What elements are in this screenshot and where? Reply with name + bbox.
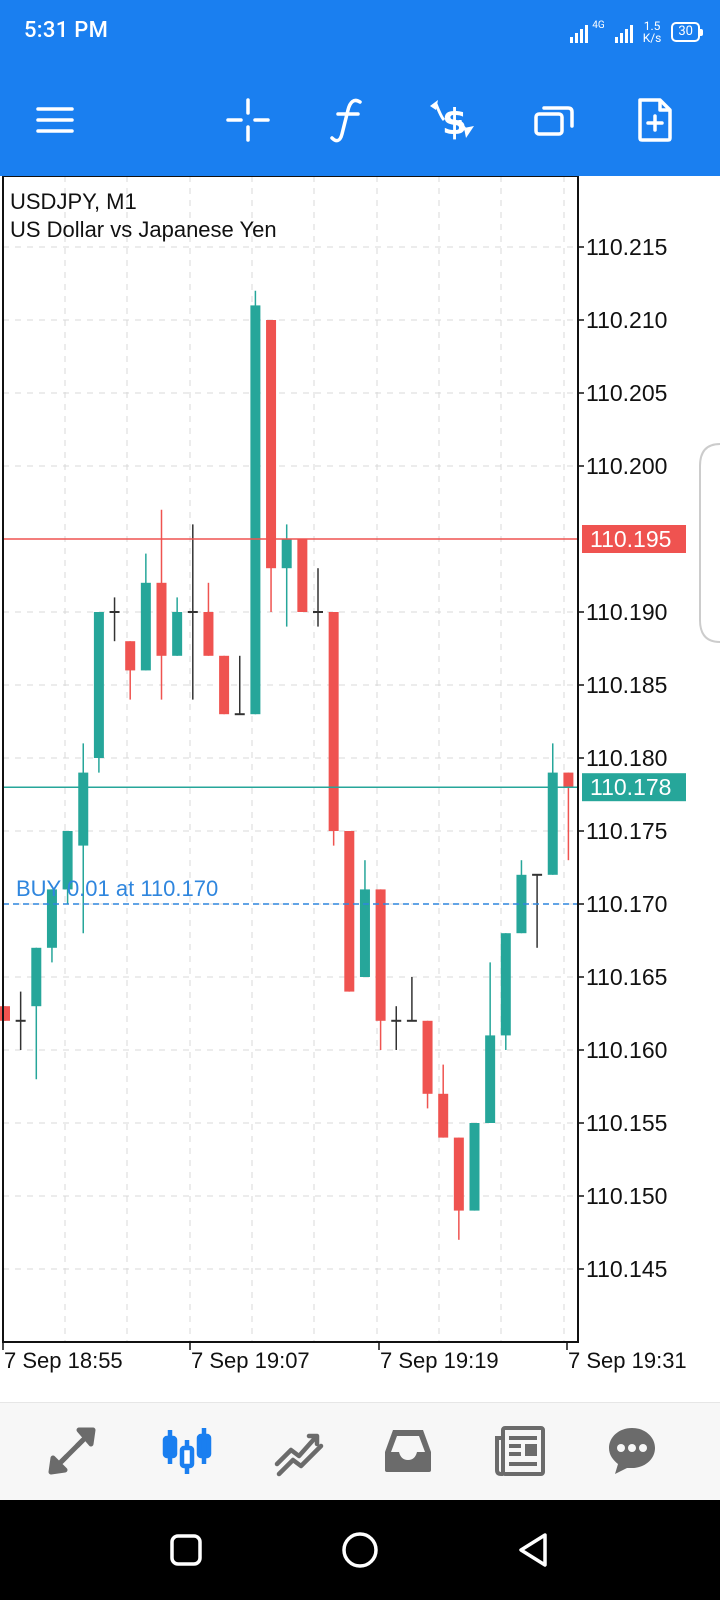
candle-body (453, 1137, 464, 1211)
chart-symbol: USDJPY, M1 (10, 189, 137, 214)
candle-body (422, 1020, 433, 1094)
candle-body (125, 641, 136, 671)
net-speed-unit: K/s (642, 31, 662, 45)
menu-icon[interactable] (27, 92, 83, 148)
y-tick-label: 110.145 (586, 1256, 667, 1282)
crosshair-icon[interactable] (220, 92, 276, 148)
bid-price-label: 110.195 (590, 526, 671, 552)
trade-icon[interactable]: $ (424, 92, 480, 148)
y-tick-label: 110.175 (586, 818, 667, 844)
toolbar: $ (0, 64, 720, 176)
chart-canvas[interactable]: 110.215 110.210 110.205 110.200 110.190 110.1… (0, 176, 720, 1402)
x-tick-label: 7 Sep 19:19 (380, 1348, 499, 1373)
network-type: 4G (592, 19, 605, 31)
candle-body (438, 1093, 449, 1138)
signal-icon (570, 21, 589, 43)
candle-body (203, 612, 214, 656)
candle-body (281, 539, 292, 569)
status-time: 5:31 PM (24, 18, 109, 43)
y-tick-label: 110.180 (586, 745, 667, 771)
candle-body (156, 582, 167, 656)
candle-body (328, 612, 339, 831)
y-tick-label: 110.190 (586, 599, 667, 625)
candle-body (219, 655, 230, 715)
x-tick-label: 7 Sep 19:07 (191, 1348, 310, 1373)
news-icon[interactable] (488, 1421, 552, 1481)
chat-icon[interactable] (600, 1421, 664, 1481)
signal-icon-2 (614, 21, 633, 43)
y-tick-label: 110.165 (586, 964, 667, 990)
candle-body (500, 933, 511, 1036)
chart-title: USDJPY, M1 US Dollar vs Japanese Yen (10, 188, 277, 244)
bottom-navigation (0, 1402, 720, 1500)
back-icon[interactable] (510, 1526, 558, 1574)
candle-body (297, 539, 308, 612)
net-speed: 1.5 K/s (643, 20, 662, 44)
x-tick-label: 7 Sep 19:31 (568, 1348, 687, 1373)
candle-body (78, 772, 89, 846)
candle-body (140, 582, 151, 671)
ask-price-tag (582, 773, 686, 802)
trade-arrows-icon[interactable] (40, 1421, 104, 1481)
candle-body (516, 874, 527, 934)
battery-icon: 30 (671, 22, 703, 42)
x-tick-label: 7 Sep 18:55 (4, 1348, 123, 1373)
candle-body (359, 889, 370, 977)
y-tick-label: 110.200 (586, 453, 667, 479)
y-tick-label: 110.185 (586, 672, 667, 698)
candle-body (0, 1006, 10, 1021)
status-bar: 5:31 PM 4G 1.5 K/s 30 (0, 0, 720, 64)
y-tick-label: 110.155 (586, 1110, 667, 1136)
candle-body (93, 612, 104, 758)
indicators-icon[interactable] (320, 92, 376, 148)
y-tick-label: 110.150 (586, 1183, 667, 1209)
y-tick-label: 110.215 (586, 234, 667, 260)
candle-body (172, 612, 183, 656)
candle-body (46, 889, 57, 948)
y-tick-label: 110.170 (586, 891, 667, 917)
chart-description: US Dollar vs Japanese Yen (10, 217, 277, 242)
candle-body (31, 947, 42, 1007)
new-order-icon[interactable] (627, 92, 683, 148)
candle-body (250, 305, 261, 715)
candle-body (469, 1123, 480, 1211)
svg-text:$: $ (442, 102, 467, 143)
status-indicators: 4G 1.5 K/s 30 (570, 14, 703, 50)
recents-icon[interactable] (162, 1526, 210, 1574)
system-navigation (0, 1500, 720, 1600)
side-panel-handle (699, 443, 720, 643)
y-tick-label: 110.160 (586, 1037, 667, 1063)
y-tick-label: 110.210 (586, 307, 667, 333)
chart-candles-icon[interactable] (155, 1421, 219, 1481)
candle-body (563, 772, 574, 788)
home-icon[interactable] (336, 1526, 384, 1574)
plot-frame (2, 176, 579, 1343)
net-speed-value: 1.5 (643, 19, 661, 33)
candle-body (62, 831, 73, 890)
windows-icon[interactable] (526, 92, 582, 148)
bid-price-tag (582, 525, 686, 553)
candle-body (485, 1035, 496, 1123)
position-label: BUY 0.01 at 110.170 (16, 876, 218, 901)
candle-body (547, 772, 558, 875)
ask-price-label: 110.178 (590, 774, 671, 800)
candle-body (266, 320, 277, 569)
history-icon[interactable] (268, 1421, 332, 1481)
candle-body (375, 889, 386, 1021)
price-chart[interactable]: 110.215 110.210 110.205 110.200 110.190 110.1… (0, 176, 720, 1402)
candle-body (344, 831, 355, 992)
inbox-icon[interactable] (376, 1421, 440, 1481)
y-tick-label: 110.205 (586, 380, 667, 406)
